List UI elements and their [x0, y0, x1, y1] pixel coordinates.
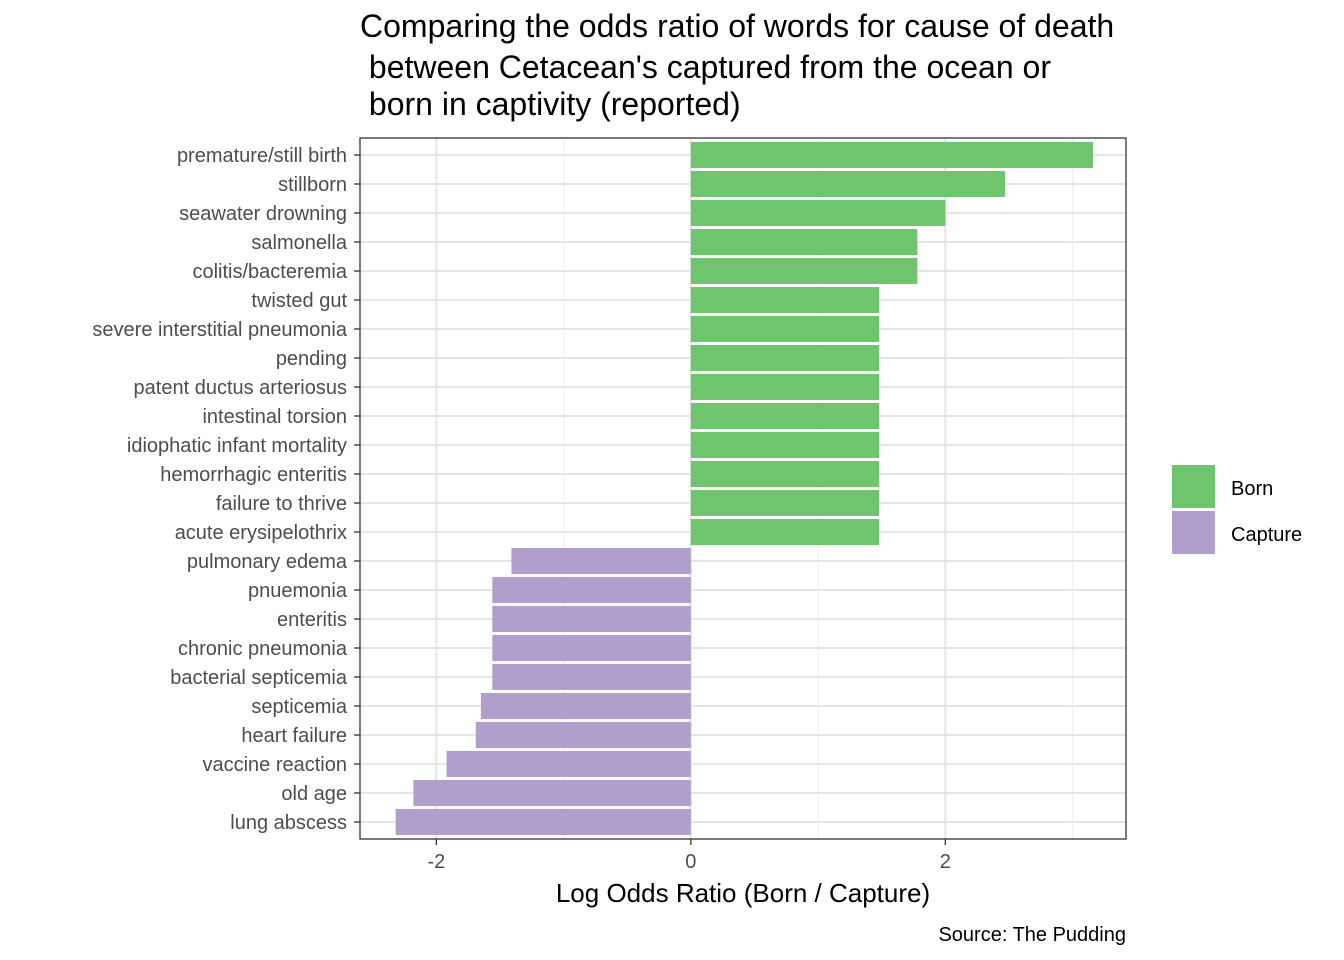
y-tick-label: heart failure	[241, 725, 347, 747]
y-tick-label: pnuemonia	[248, 580, 348, 602]
y-tick-label: chronic pneumonia	[178, 638, 348, 660]
bars	[395, 141, 1093, 836]
legend-swatch-born	[1172, 465, 1215, 508]
legend-label-capture: Capture	[1231, 524, 1302, 546]
y-tick-label: septicemia	[251, 696, 347, 718]
y-tick-label: lung abscess	[230, 812, 347, 834]
bar-pulmonary-edema	[511, 547, 691, 575]
chart-title-line-2: between Cetacean's captured from the oce…	[360, 49, 1051, 85]
bar-patent-ductus-arteriosus	[690, 373, 880, 401]
bar-heart-failure	[475, 721, 691, 749]
bar-salmonella	[690, 228, 918, 256]
x-tick-label: -2	[427, 851, 445, 873]
bar-failure-to-thrive	[690, 489, 880, 517]
y-tick-label: patent ductus arteriosus	[134, 377, 347, 399]
y-tick-label: bacterial septicemia	[170, 667, 348, 689]
y-tick-label: intestinal torsion	[202, 406, 347, 428]
y-tick-label: severe interstitial pneumonia	[92, 319, 347, 341]
bar-colitis-bacteremia	[690, 257, 918, 285]
y-tick-label: failure to thrive	[216, 493, 347, 515]
legend-label-born: Born	[1231, 478, 1273, 500]
bar-old-age	[413, 779, 691, 807]
bar-pnuemonia	[492, 576, 691, 604]
bar-chronic-pneumonia	[492, 634, 691, 662]
bar-premature-still-birth	[690, 141, 1093, 169]
bar-enteritis	[492, 605, 691, 633]
y-tick-label: idiophatic infant mortality	[127, 435, 347, 457]
y-tick-label: vaccine reaction	[202, 754, 347, 776]
y-tick-label: salmonella	[251, 232, 347, 254]
bar-intestinal-torsion	[690, 402, 880, 430]
x-axis-title: Log Odds Ratio (Born / Capture)	[556, 878, 930, 908]
y-tick-label: seawater drowning	[179, 203, 347, 225]
y-tick-label: premature/still birth	[177, 145, 347, 167]
y-tick-label: acute erysipelothrix	[175, 522, 347, 544]
bar-bacterial-septicemia	[492, 663, 691, 691]
bar-septicemia	[480, 692, 691, 720]
legend-swatch-capture	[1172, 511, 1215, 554]
bar-seawater-drowning	[690, 199, 946, 227]
chart-title-line-1: Comparing the odds ratio of words for ca…	[360, 8, 1115, 44]
y-axis: premature/still birth stillborn seawater d…	[92, 145, 360, 834]
chart-title-line-3: born in captivity (reported)	[360, 86, 741, 122]
x-tick-label: 0	[685, 851, 696, 873]
panel-border	[359, 137, 1127, 840]
y-tick-label: old age	[281, 783, 347, 805]
legend: Born Capture	[1172, 465, 1302, 554]
bar-acute-erysipelothrix	[690, 518, 880, 546]
bar-severe-interstitial-pneumonia	[690, 315, 880, 343]
y-tick-label: pulmonary edema	[187, 551, 348, 573]
bar-stillborn	[690, 170, 1006, 198]
y-tick-label: pending	[276, 348, 347, 370]
bar-vaccine-reaction	[446, 750, 691, 778]
y-tick-label: enteritis	[277, 609, 347, 631]
bar-idiophatic-infant-mortality	[690, 431, 880, 459]
bar-hemorrhagic-enteritis	[690, 460, 880, 488]
y-tick-label: hemorrhagic enteritis	[160, 464, 347, 486]
source-caption: Source: The Pudding	[938, 924, 1126, 946]
bar-pending	[690, 344, 880, 372]
y-tick-label: twisted gut	[251, 290, 347, 312]
y-tick-label: colitis/bacteremia	[192, 261, 347, 283]
bar-twisted-gut	[690, 286, 880, 314]
x-axis: -2 0 2	[427, 839, 951, 873]
x-tick-label: 2	[940, 851, 951, 873]
y-tick-label: stillborn	[278, 174, 347, 196]
bar-lung-abscess	[395, 808, 691, 836]
